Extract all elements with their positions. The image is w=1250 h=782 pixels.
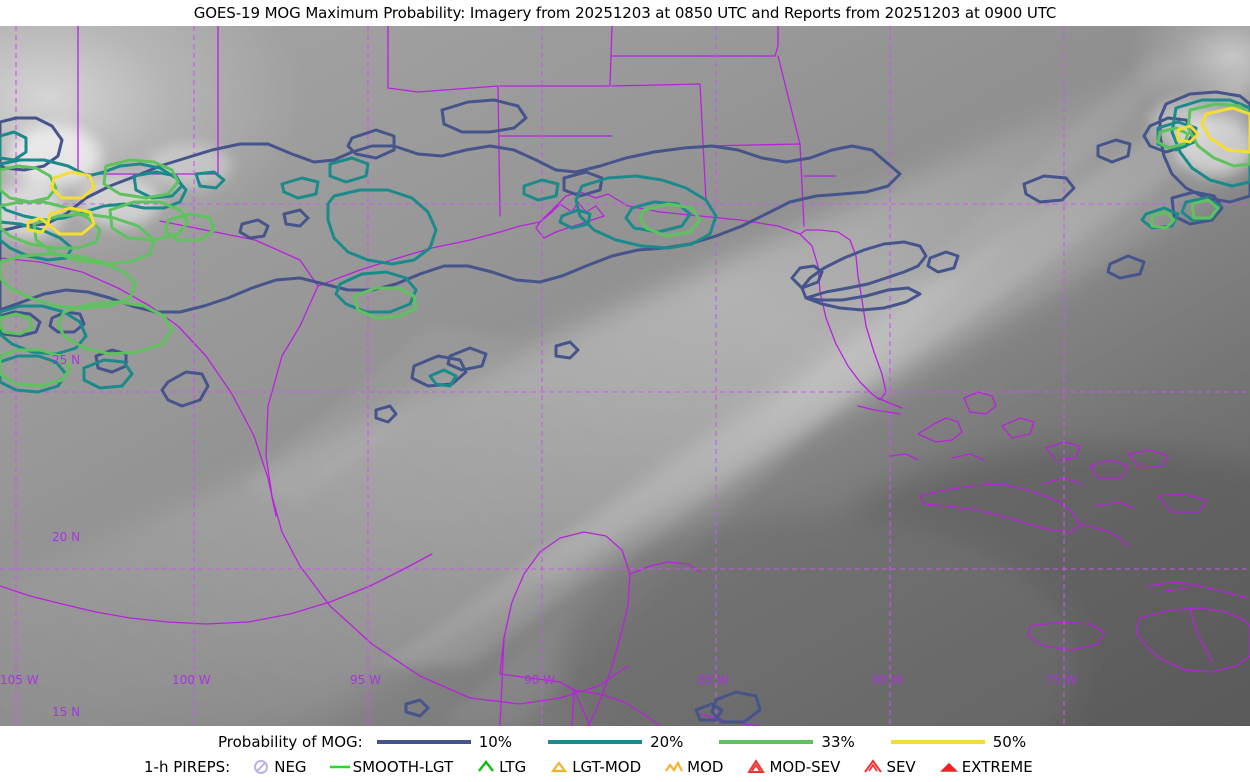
smooth-lgt-line-icon (329, 758, 351, 776)
prob-label-50: 50% (992, 733, 1027, 751)
legend-item-prob-33[interactable]: 33% (719, 733, 855, 751)
lon-label-90w: 90 W (524, 673, 555, 687)
pirep-label-smooth-lgt: SMOOTH-LGT (352, 758, 454, 776)
mod-sev-peak-icon (745, 758, 767, 776)
prob-swatch-50 (890, 740, 985, 744)
prob-label-33: 33% (821, 733, 855, 751)
sev-chevron-icon (862, 758, 884, 776)
legend-item-pirep-extreme[interactable]: EXTREME (938, 758, 1033, 776)
lat-label-20n: 20 N (52, 530, 80, 544)
satellite-map-panel[interactable]: 25 N 20 N 15 N 105 W 100 W 95 W 90 W 85 … (0, 26, 1250, 726)
neg-circle-slash-icon (250, 758, 272, 776)
pireps-legend-label: 1-h PIREPS: (144, 758, 231, 776)
lon-label-105w: 105 W (0, 673, 39, 687)
legend-item-pirep-ltg[interactable]: LTG (475, 758, 526, 776)
legend-item-pirep-mod-sev[interactable]: MOD-SEV (745, 758, 840, 776)
mod-chevron-icon (663, 758, 685, 776)
legend-item-pirep-smooth-lgt[interactable]: SMOOTH-LGT (329, 758, 454, 776)
latlon-gridlines (0, 26, 1250, 726)
contour-level-50 (26, 106, 1250, 236)
gridline-labels: 25 N 20 N 15 N 105 W 100 W 95 W 90 W 85 … (0, 353, 1077, 719)
pirep-label-mod: MOD (687, 758, 724, 776)
legend-panel: Probability of MOG: 10% 20% 33% 50% 1-h … (0, 726, 1250, 782)
lon-label-100w: 100 W (172, 673, 211, 687)
ltg-chevron-icon (475, 758, 497, 776)
lon-label-80w: 80 W (872, 673, 903, 687)
ir-imagery-background (0, 26, 1250, 726)
legend-item-prob-20[interactable]: 20% (548, 733, 683, 751)
pirep-label-ltg: LTG (499, 758, 527, 776)
pirep-label-sev: SEV (886, 758, 916, 776)
satellite-map-svg: 25 N 20 N 15 N 105 W 100 W 95 W 90 W 85 … (0, 26, 1250, 726)
legend-item-pirep-neg[interactable]: NEG (250, 758, 307, 776)
pirep-label-mod-sev: MOD-SEV (769, 758, 841, 776)
lat-label-25n: 25 N (52, 353, 80, 367)
lon-label-95w: 95 W (350, 673, 381, 687)
legend-item-prob-10[interactable]: 10% (376, 733, 513, 751)
extreme-filled-icon (938, 758, 960, 776)
pirep-label-lgt-mod: LGT-MOD (572, 758, 642, 776)
pireps-legend-row: 1-h PIREPS: NEG SMOOTH-LGT (0, 755, 1250, 779)
legend-item-pirep-lgt-mod[interactable]: LGT-MOD (548, 758, 641, 776)
contour-level-33 (0, 102, 1250, 388)
lon-label-85w: 85 W (698, 673, 729, 687)
pirep-label-neg: NEG (274, 758, 307, 776)
prob-label-20: 20% (650, 733, 684, 751)
probability-legend-label: Probability of MOG: (218, 733, 363, 751)
prob-swatch-20 (548, 740, 643, 744)
prob-swatch-10 (376, 740, 471, 744)
legend-item-prob-50[interactable]: 50% (890, 733, 1027, 751)
legend-item-pirep-mod[interactable]: MOD (663, 758, 723, 776)
pirep-label-extreme: EXTREME (961, 758, 1033, 776)
probability-legend-row: Probability of MOG: 10% 20% 33% 50% (0, 730, 1250, 754)
lon-label-75w: 75 W (1046, 673, 1077, 687)
legend-item-pirep-sev[interactable]: SEV (862, 758, 916, 776)
lat-label-15n: 15 N (52, 705, 80, 719)
prob-swatch-33 (719, 740, 814, 744)
prob-label-10: 10% (478, 733, 513, 751)
lgt-mod-triangle-icon (548, 758, 570, 776)
page-title: GOES-19 MOG Maximum Probability: Imagery… (193, 4, 1057, 22)
